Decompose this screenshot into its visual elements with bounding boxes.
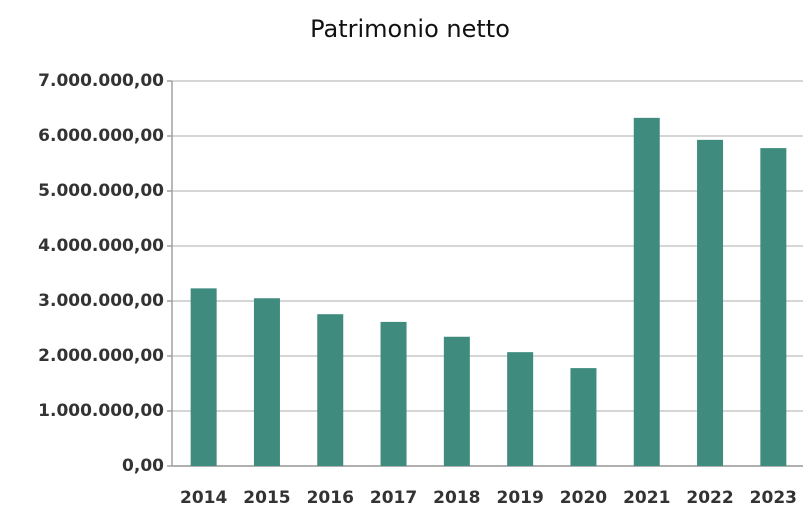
chart-title: Patrimonio netto — [310, 15, 510, 43]
x-tick-label: 2023 — [750, 488, 797, 508]
y-tick-label: 5.000.000,00 — [38, 181, 164, 201]
x-tick-label: 2015 — [243, 488, 290, 508]
y-tick-label: 2.000.000,00 — [38, 346, 164, 366]
bar — [317, 314, 344, 466]
bar — [190, 288, 217, 466]
x-tick-label: 2018 — [433, 488, 480, 508]
x-tick-label: 2020 — [560, 488, 607, 508]
y-tick-label: 7.000.000,00 — [38, 71, 164, 91]
bar — [443, 336, 470, 466]
x-tick-label: 2021 — [623, 488, 670, 508]
y-tick-label: 6.000.000,00 — [38, 126, 164, 146]
bar — [570, 368, 597, 466]
bar — [760, 148, 787, 466]
x-tick-label: 2016 — [307, 488, 354, 508]
x-tick-label: 2017 — [370, 488, 417, 508]
y-tick-label: 0,00 — [122, 456, 164, 476]
bar — [380, 321, 407, 466]
x-tick-label: 2019 — [496, 488, 543, 508]
y-tick-label: 1.000.000,00 — [38, 401, 164, 421]
x-tick-label: 2014 — [180, 488, 227, 508]
bar — [507, 352, 534, 466]
bar — [697, 139, 724, 466]
bar — [633, 117, 660, 466]
bar — [253, 298, 280, 466]
y-tick-label: 4.000.000,00 — [38, 236, 164, 256]
y-tick-label: 3.000.000,00 — [38, 291, 164, 311]
x-tick-label: 2022 — [686, 488, 733, 508]
